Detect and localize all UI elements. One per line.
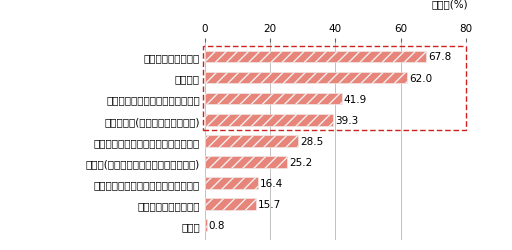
Text: 62.0: 62.0 [409,73,432,83]
Text: 25.2: 25.2 [289,157,312,167]
Bar [205,94,342,105]
Text: 15.7: 15.7 [258,199,281,209]
Text: 67.8: 67.8 [428,52,451,62]
Text: 41.9: 41.9 [344,94,367,104]
Bar [205,52,426,63]
Bar [205,114,333,126]
Text: 28.5: 28.5 [300,136,323,146]
X-axis label: 回答率(%): 回答率(%) [432,0,468,9]
Text: 0.8: 0.8 [209,220,225,230]
Bar [205,72,407,84]
Bar [205,178,259,189]
Bar [205,156,287,168]
Text: 39.3: 39.3 [335,115,358,125]
Bar [205,198,256,210]
Text: 16.4: 16.4 [260,178,284,188]
Bar [205,136,298,147]
Bar [205,220,207,231]
